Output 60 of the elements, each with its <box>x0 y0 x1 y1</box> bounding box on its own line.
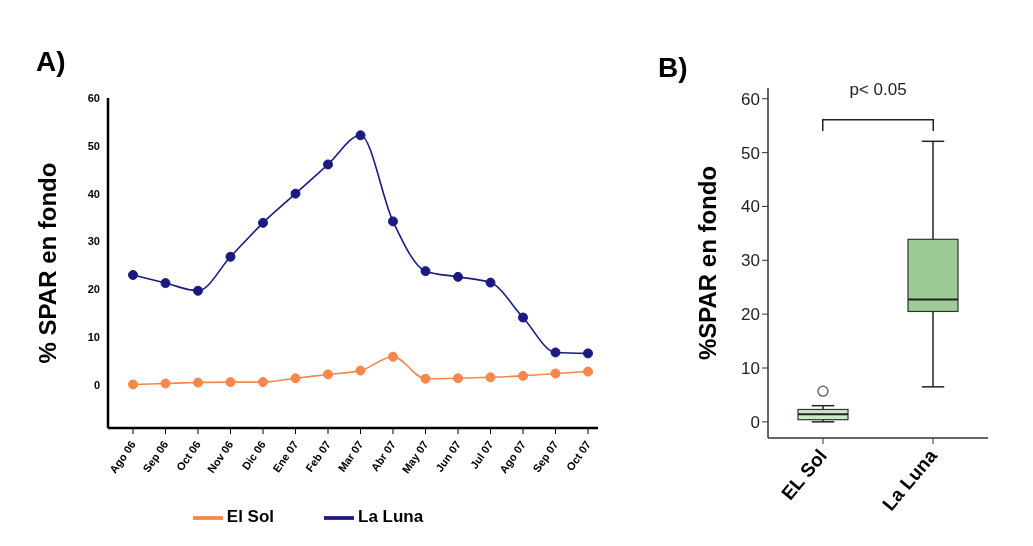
y-tick-label: 10 <box>741 359 760 379</box>
point <box>453 373 463 384</box>
x-tick-label: Feb 07 <box>303 438 333 474</box>
y-tick-label: 30 <box>741 251 760 271</box>
point <box>388 351 398 362</box>
y-tick-label: 50 <box>87 139 100 152</box>
point <box>225 251 236 262</box>
point <box>225 377 236 388</box>
y-tick-label: 60 <box>741 89 760 109</box>
y-axis-title: % SPAR en fondo <box>34 162 62 364</box>
x-tick-label: EL Sol <box>777 445 832 504</box>
y-tick-label: 60 <box>87 91 100 104</box>
legend-label: La Luna <box>358 507 424 527</box>
y-tick-label: 0 <box>93 378 100 391</box>
y-axis-title: %SPAR en fondo <box>694 165 722 361</box>
x-tick-label: Oct 06 <box>173 438 203 473</box>
point <box>550 368 561 379</box>
point <box>550 347 561 358</box>
point <box>160 378 171 389</box>
y-tick-label: 20 <box>741 305 760 325</box>
point <box>323 159 333 170</box>
x-tick-label: Sep 07 <box>530 438 561 475</box>
y-tick-label: 20 <box>87 283 100 296</box>
point <box>583 366 593 377</box>
x-tick-label: Jun 07 <box>433 438 463 474</box>
point <box>258 217 268 228</box>
point <box>355 365 366 376</box>
point <box>193 377 203 388</box>
x-tick-label: Sep 06 <box>140 438 171 475</box>
point <box>160 278 171 289</box>
point <box>518 370 528 381</box>
point <box>518 312 528 323</box>
y-tick-label: 40 <box>741 197 760 217</box>
x-tick-label: Dic 06 <box>239 438 268 472</box>
point <box>485 277 496 288</box>
point <box>420 266 431 277</box>
point <box>258 377 268 388</box>
point <box>485 372 496 383</box>
y-tick-label: 30 <box>87 235 100 248</box>
point <box>323 369 333 380</box>
point <box>453 271 463 282</box>
point <box>420 373 431 384</box>
point <box>290 188 301 199</box>
point <box>193 285 203 296</box>
chart-title: A) <box>36 46 66 78</box>
x-tick-label: Jul 07 <box>467 438 496 471</box>
point <box>583 348 593 359</box>
point <box>128 269 138 280</box>
y-tick-label: 0 <box>750 412 760 432</box>
y-tick-label: 40 <box>87 187 100 200</box>
annotation: p< 0.05 <box>848 80 908 101</box>
y-tick-label: 10 <box>87 331 100 344</box>
x-tick-label: Oct 07 <box>563 438 593 473</box>
chart-title: B) <box>658 52 688 84</box>
point <box>290 373 301 384</box>
point <box>128 379 138 390</box>
legend-label: El Sol <box>226 507 275 527</box>
point <box>388 216 398 227</box>
y-tick-label: 50 <box>741 143 760 163</box>
point <box>355 130 366 141</box>
